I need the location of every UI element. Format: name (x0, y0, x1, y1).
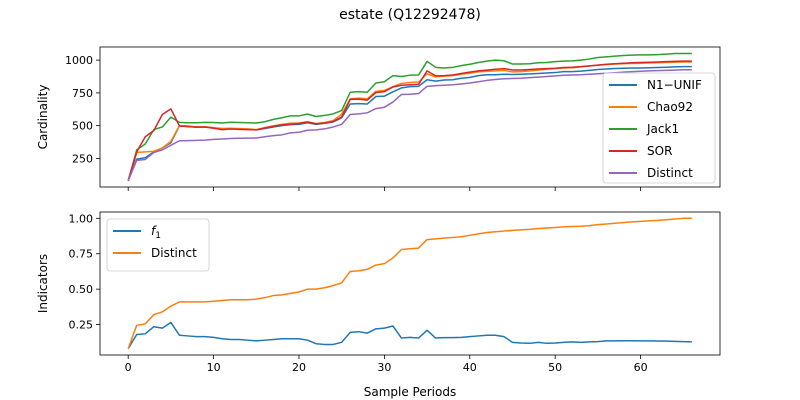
cardinality-panel: 250 500 750 1000 Cardinality N1−UNIF Chao92 Jac… (36, 46, 721, 191)
y-tick-label-1-2: 0.75 (69, 248, 94, 261)
series-line-0-2 (127, 52, 692, 181)
x-tick-label-1-2: 20 (292, 361, 306, 374)
legend-label-text-1-1: Distinct (151, 246, 197, 260)
y-tick-label-0-3: 1000 (65, 54, 93, 67)
legend-label-subscript-1-0: 1 (155, 231, 161, 241)
legend-1: f1 Distinct (106, 218, 210, 272)
series-line-1-1 (127, 217, 692, 349)
legend-label-text-0-1: Chao92 (647, 100, 693, 114)
axes-frame-0 (99, 46, 721, 188)
x-tick-label-1-4: 40 (463, 361, 477, 374)
legend-0: N1−UNIF Chao92 Jack1 SOR Distinct (602, 72, 716, 184)
legend-label-0-1: Chao92 (647, 100, 693, 114)
y-tick-label-0-2: 750 (72, 87, 93, 100)
x-tick-label-1-1: 10 (207, 361, 221, 374)
legend-label-1-0: f1 (151, 224, 161, 241)
legend-label-text-1-0: f (151, 224, 157, 238)
x-axis-label: Sample Periods (364, 385, 456, 399)
y-tick-label-1-0: 0.25 (69, 319, 94, 332)
legend-label-0-4: Distinct (647, 166, 693, 180)
figure-title: estate (Q12292478) (339, 7, 481, 23)
y-tick-label-1-3: 1.00 (69, 212, 94, 225)
legend-label-0-2: Jack1 (646, 122, 679, 136)
legend-box-0 (602, 72, 716, 184)
series-line-1-0 (127, 321, 692, 350)
x-tick-label-1-6: 60 (634, 361, 648, 374)
legend-label-text-0-2: Jack1 (646, 122, 679, 136)
y-axis-label-1: Indicators (36, 254, 50, 313)
y-axis-label-0: Cardinality (36, 85, 50, 150)
legend-label-text-0-4: Distinct (647, 166, 693, 180)
series-line-0-3 (127, 60, 692, 181)
legend-label-0-3: SOR (647, 144, 672, 158)
indicators-panel: 0 10 20 30 40 50 60 0.25 0.50 0.75 1.00 Indicators f… (36, 211, 721, 374)
x-tick-label-1-0: 0 (125, 361, 132, 374)
legend-box-1 (106, 218, 210, 272)
axes-frame-1 (99, 211, 721, 356)
legend-label-1-1: Distinct (151, 246, 197, 260)
y-tick-label-0-0: 250 (72, 152, 93, 165)
y-tick-label-1-1: 0.50 (69, 283, 94, 296)
y-tick-label-0-1: 500 (72, 120, 93, 133)
x-tick-label-1-3: 30 (377, 361, 391, 374)
legend-label-0-0: N1−UNIF (647, 78, 702, 92)
legend-label-text-0-3: SOR (647, 144, 672, 158)
legend-label-text-0-0: N1−UNIF (647, 78, 702, 92)
series-line-0-4 (127, 69, 692, 182)
x-tick-label-1-5: 50 (548, 361, 562, 374)
